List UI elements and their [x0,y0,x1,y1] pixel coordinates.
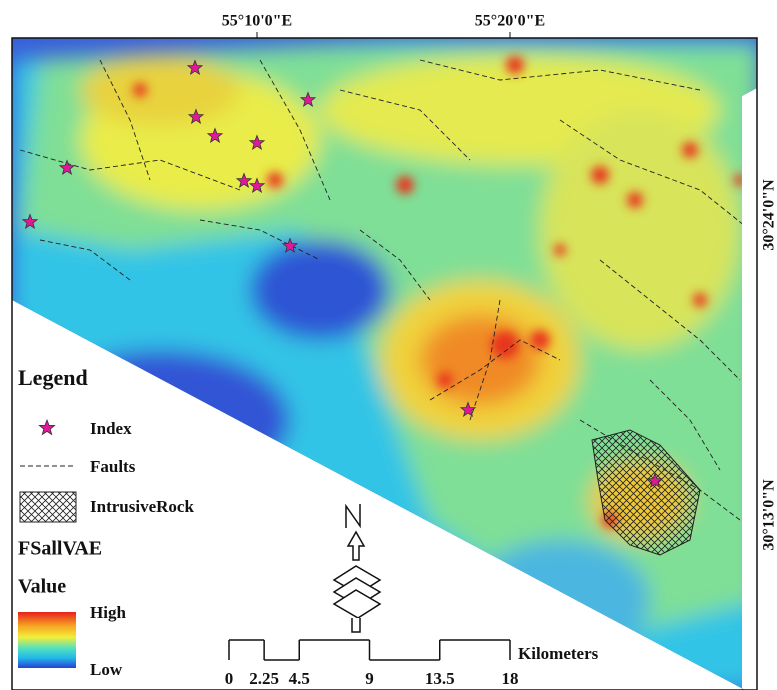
legend-title: Legend [18,365,88,390]
x-coordinate-label: 55°20'0"E [475,13,545,30]
scale-label: 9 [365,669,374,688]
legend-star [39,420,54,435]
scale-label: 0 [225,669,234,688]
north-arrow [334,504,380,632]
legend-item: Faults [90,457,136,476]
legend-high: High [90,603,126,622]
color-ramp [18,612,76,668]
scale-label: 18 [502,669,519,688]
scale-bar: 0 2.25 4.5 9 13.5 18 [225,640,519,688]
raster [0,30,777,690]
scale-label: 13.5 [425,669,455,688]
scale-unit: Kilometers [518,644,599,663]
x-coordinate-label: 55°10'0"E [222,13,292,30]
y-coordinate-label: 30°24'0"N [761,179,777,251]
y-coordinate-label: 30°13'0"N [761,479,777,551]
legend-field: Value [18,576,66,598]
scale-label: 2.25 [249,669,279,688]
map-figure: 55°10'0"E 55°20'0"E 30°24'0"N 30°13'0"N … [0,0,777,690]
legend-item: IntrusiveRock [90,497,194,516]
legend-layer: FSallVAE [18,538,102,560]
legend-item: Index [90,419,132,438]
legend-hatch [20,492,76,522]
legend-low: Low [90,660,123,679]
scale-label: 4.5 [289,669,310,688]
